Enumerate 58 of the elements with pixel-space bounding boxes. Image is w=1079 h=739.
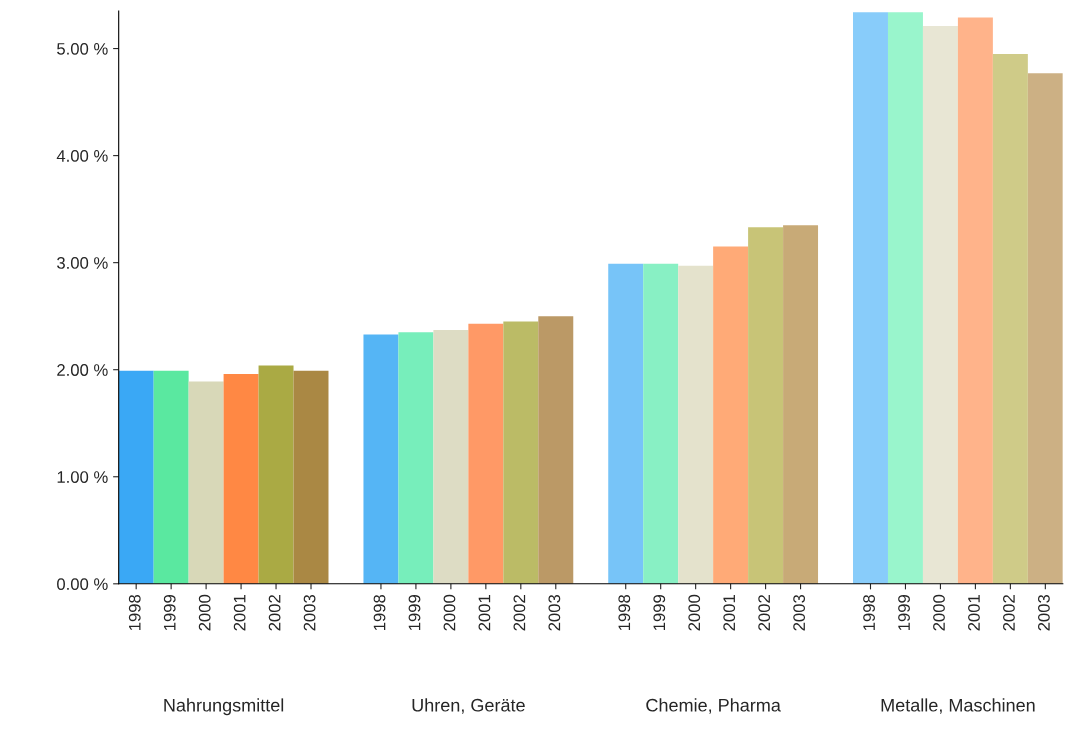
y-tick-label: 3.00 %: [57, 257, 108, 269]
bar: [957, 17, 993, 584]
text: 1999: [898, 595, 910, 631]
bar: [853, 12, 888, 584]
x-tick-label: Nahrungsmittel: [164, 698, 284, 716]
bar: [1027, 73, 1063, 584]
bar: [188, 381, 224, 584]
bar: [643, 263, 679, 584]
text: 2003: [793, 594, 806, 631]
bar: [468, 323, 504, 584]
text: 2003: [1038, 594, 1050, 631]
bar: [922, 26, 958, 584]
text: 2003: [303, 594, 316, 631]
bar: [608, 263, 644, 584]
y-tick-label: 4.00 %: [56, 150, 108, 162]
text: 2000: [198, 594, 211, 631]
bar: [363, 334, 399, 584]
text: 2000: [688, 594, 701, 631]
bar: [678, 265, 714, 584]
text: 2000: [443, 594, 456, 631]
text: 1998: [128, 594, 141, 631]
y-tick-label: 5.00 %: [57, 42, 108, 55]
y-tick-label: 1.00 %: [57, 471, 108, 483]
text: 2001: [478, 595, 491, 631]
text: 1998: [863, 594, 875, 631]
text: 2002: [513, 595, 526, 631]
bar: [713, 246, 749, 584]
text: 1998: [618, 594, 631, 631]
y-tick-label: 0.00 %: [57, 578, 108, 591]
text: 2002: [758, 595, 771, 631]
text: 1999: [408, 595, 421, 631]
x-tick-label: Uhren, Geräte: [412, 698, 525, 714]
bar: [153, 370, 189, 584]
text: 2001: [233, 595, 246, 631]
x-tick-label: Metalle, Maschinen: [881, 698, 1035, 714]
text: 2003: [548, 594, 561, 631]
bar: [887, 12, 923, 584]
bar: [748, 227, 784, 584]
text: 1999: [163, 595, 176, 631]
y-tick-label: 2.00 %: [57, 364, 108, 376]
text: 2000: [933, 594, 945, 631]
bar: [992, 53, 1028, 584]
bar: [433, 330, 469, 584]
bar: [503, 321, 539, 584]
bar: [223, 373, 259, 584]
bar: [118, 370, 154, 584]
bar: [293, 370, 329, 584]
bar: [783, 225, 819, 584]
bar: [538, 316, 574, 584]
text: 2002: [1003, 595, 1015, 631]
text: 2002: [268, 595, 281, 631]
text: 1998: [373, 594, 386, 631]
text: 1999: [653, 595, 666, 631]
text: 2001: [968, 595, 980, 631]
bar: [258, 365, 294, 584]
x-tick-label: Chemie, Pharma: [646, 698, 781, 714]
text: 2001: [723, 595, 736, 631]
bar: [398, 332, 434, 584]
